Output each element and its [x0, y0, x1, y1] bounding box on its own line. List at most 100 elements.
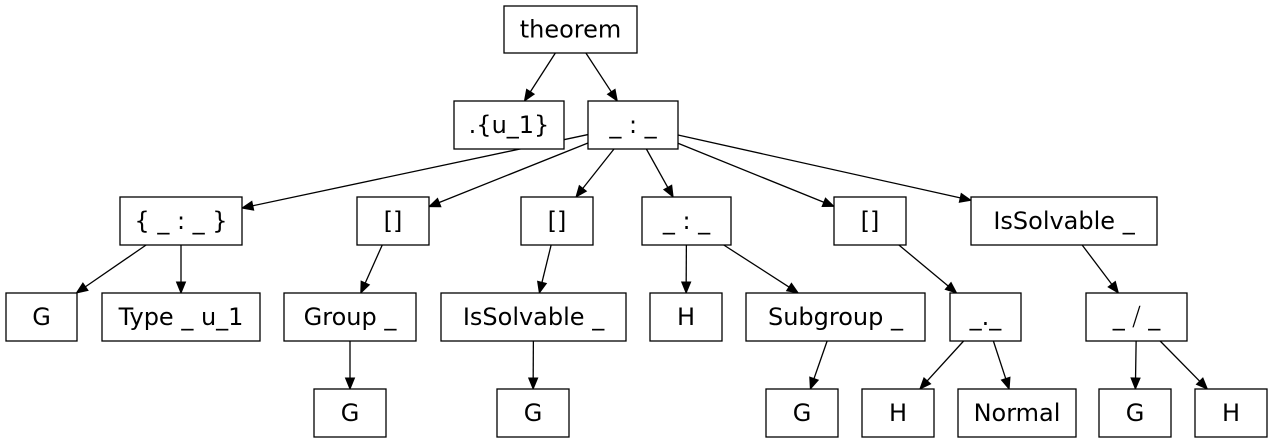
- tree-node-subgroup: Subgroup _: [745, 292, 926, 342]
- tree-node-h: H: [1194, 388, 1268, 438]
- arrowhead-icon: [662, 184, 674, 199]
- edge-line: [813, 340, 828, 379]
- edge-line: [898, 244, 949, 287]
- node-label: H: [889, 399, 907, 427]
- edge-line: [438, 142, 589, 204]
- edge-line: [1159, 340, 1201, 382]
- arrowhead-icon: [527, 377, 539, 391]
- node-label: Type _ u_1: [118, 303, 244, 331]
- edge-line: [677, 142, 825, 203]
- edge-line: [677, 134, 961, 199]
- node-label: G: [793, 399, 812, 427]
- node-label: G: [341, 399, 360, 427]
- node-label: theorem: [520, 16, 622, 44]
- node-label: _._: [969, 303, 1003, 331]
- node-box: [861, 388, 935, 438]
- tree-node-g: G: [765, 388, 839, 438]
- node-box: [970, 196, 1158, 246]
- node-box: [1098, 388, 1172, 438]
- node-label: _ ⧸ _: [1112, 303, 1161, 331]
- arrowhead-icon: [821, 197, 836, 207]
- node-box: [453, 100, 565, 150]
- node-box: [765, 388, 839, 438]
- edge-symbol-to-h: [1159, 340, 1209, 390]
- edge-line: [582, 148, 615, 189]
- edge-symbol-to-symbol: [677, 142, 836, 207]
- edge-line: [1081, 244, 1113, 285]
- arrowhead-icon: [427, 197, 442, 208]
- edge-symbol-to-issolvable: [537, 244, 552, 295]
- arrowhead-icon: [537, 280, 548, 295]
- edge-line: [645, 148, 669, 188]
- node-box: [587, 100, 679, 150]
- tree-node-symbol: _ ⧸ _: [1085, 292, 1188, 342]
- node-box: [520, 196, 594, 246]
- edge-symbol-to-h: [680, 244, 692, 295]
- tree-node-g: G: [313, 388, 387, 438]
- arrowhead-icon: [523, 88, 536, 103]
- edge-symbol-to-g: [75, 244, 147, 294]
- tree-node-symbol: []: [833, 196, 907, 246]
- node-box: [649, 292, 723, 342]
- edge-theorem-to-u-1: [523, 52, 556, 103]
- arrowhead-icon: [75, 282, 89, 294]
- node-label: Group _: [304, 303, 398, 331]
- tree-node-group: Group _: [283, 292, 417, 342]
- arrowhead-icon: [344, 377, 356, 391]
- arrowhead-icon: [785, 282, 800, 294]
- node-label: G: [1126, 399, 1145, 427]
- node-label: []: [384, 207, 403, 235]
- tree-node-h: H: [649, 292, 723, 342]
- edge-symbol-to-subgroup: [723, 244, 800, 294]
- edge-symbol-to-symbol: [427, 142, 589, 208]
- arrowhead-icon: [360, 280, 371, 295]
- edge-symbol-to-group: [360, 244, 383, 295]
- tree-node-issolvable: IsSolvable _: [970, 196, 1158, 246]
- node-label: H: [677, 303, 695, 331]
- edge-line: [723, 244, 790, 288]
- edge-group-to-g: [344, 341, 356, 391]
- node-label: IsSolvable _: [993, 207, 1135, 235]
- nodes-layer: theorem .{u_1} _ : _ { _ : _ } [] [] _ : _ [] Is…: [5, 5, 1268, 438]
- tree-node-symbol: []: [356, 196, 430, 246]
- arrowhead-icon: [575, 184, 588, 199]
- edges-layer: [75, 52, 1209, 391]
- edge-theorem-to-symbol: [585, 52, 619, 103]
- edge-line: [585, 52, 612, 93]
- node-box: [1194, 388, 1268, 438]
- edge-line: [364, 244, 383, 284]
- node-label: G: [32, 303, 51, 331]
- edge-symbol-to-symbol: [645, 148, 674, 199]
- edge-issolvable-to-symbol: [1081, 244, 1120, 295]
- tree-node-type-u-1: Type _ u_1: [101, 292, 261, 342]
- tree-node-issolvable: IsSolvable _: [440, 292, 627, 342]
- edge-symbol-to-normal: [992, 340, 1011, 391]
- arrowhead-icon: [1107, 280, 1120, 295]
- node-box: [5, 292, 78, 342]
- edge-symbol-to-symbol: [898, 244, 958, 294]
- node-label: []: [861, 207, 880, 235]
- edge-line: [541, 244, 552, 283]
- tree-node-theorem: theorem: [503, 5, 638, 54]
- node-box: [745, 292, 926, 342]
- arrowhead-icon: [809, 376, 820, 391]
- tree-node-symbol: _ : _: [587, 100, 679, 150]
- edge-issolvable-to-g: [527, 340, 539, 391]
- node-label: { _ : _ }: [134, 207, 227, 235]
- node-box: [641, 196, 732, 246]
- node-label: []: [548, 207, 567, 235]
- tree-node-h: H: [861, 388, 935, 438]
- node-box: [1085, 292, 1188, 342]
- tree-node-g: G: [5, 292, 78, 342]
- edge-subgroup-to-g: [809, 340, 828, 391]
- arrowhead-icon: [1130, 377, 1141, 391]
- node-label: Subgroup _: [768, 303, 904, 331]
- tree-node-g: G: [496, 388, 570, 438]
- edge-line: [529, 52, 556, 93]
- edge-symbol-to-g: [1130, 340, 1141, 391]
- arrowhead-icon: [240, 200, 255, 211]
- edge-symbol-to-issolvable: [677, 134, 973, 203]
- edge-symbol-to-symbol: [575, 148, 615, 199]
- edge-line: [992, 340, 1007, 379]
